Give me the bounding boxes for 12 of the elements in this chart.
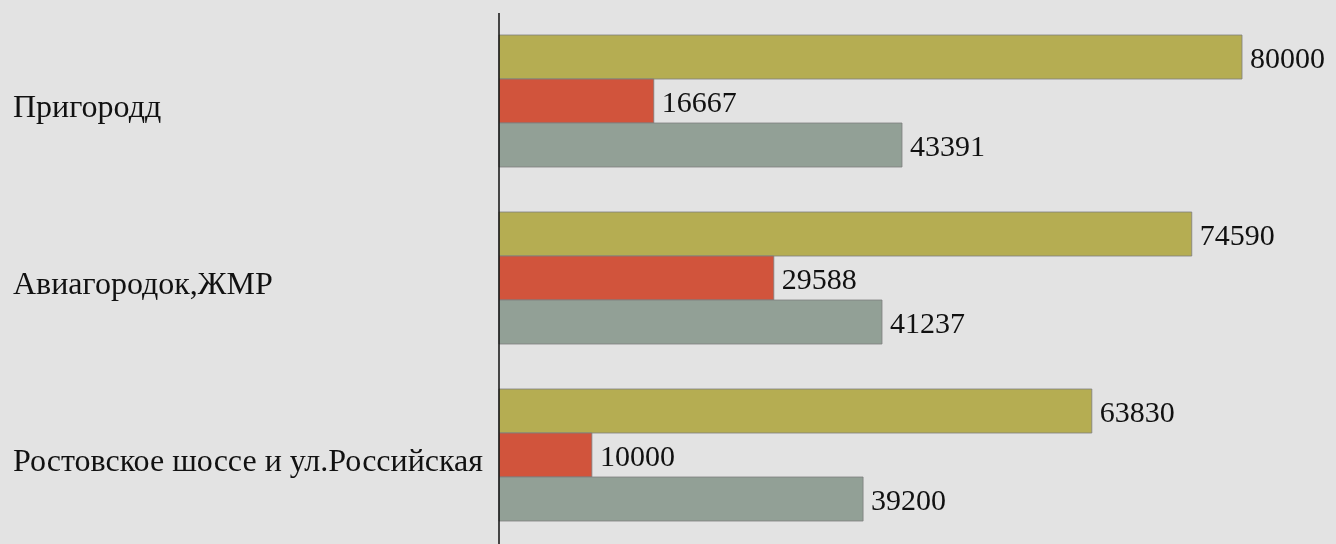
data-label: 39200 — [871, 482, 947, 516]
y-tick-label: Ростовское шоссе и ул.Российская — [13, 441, 484, 478]
data-label: 63830 — [1099, 394, 1175, 428]
y-tick-label: Пригородд — [13, 87, 162, 124]
data-label: 74590 — [1199, 217, 1275, 251]
data-label: 29588 — [781, 261, 857, 295]
data-label: 16667 — [661, 84, 737, 118]
data-label: 80000 — [1250, 40, 1325, 74]
data-label: 41237 — [889, 305, 965, 339]
data-label: 43391 — [909, 128, 985, 162]
data-label: 10000 — [599, 438, 675, 472]
y-tick-label: Авиагородок,ЖМР — [13, 264, 273, 301]
